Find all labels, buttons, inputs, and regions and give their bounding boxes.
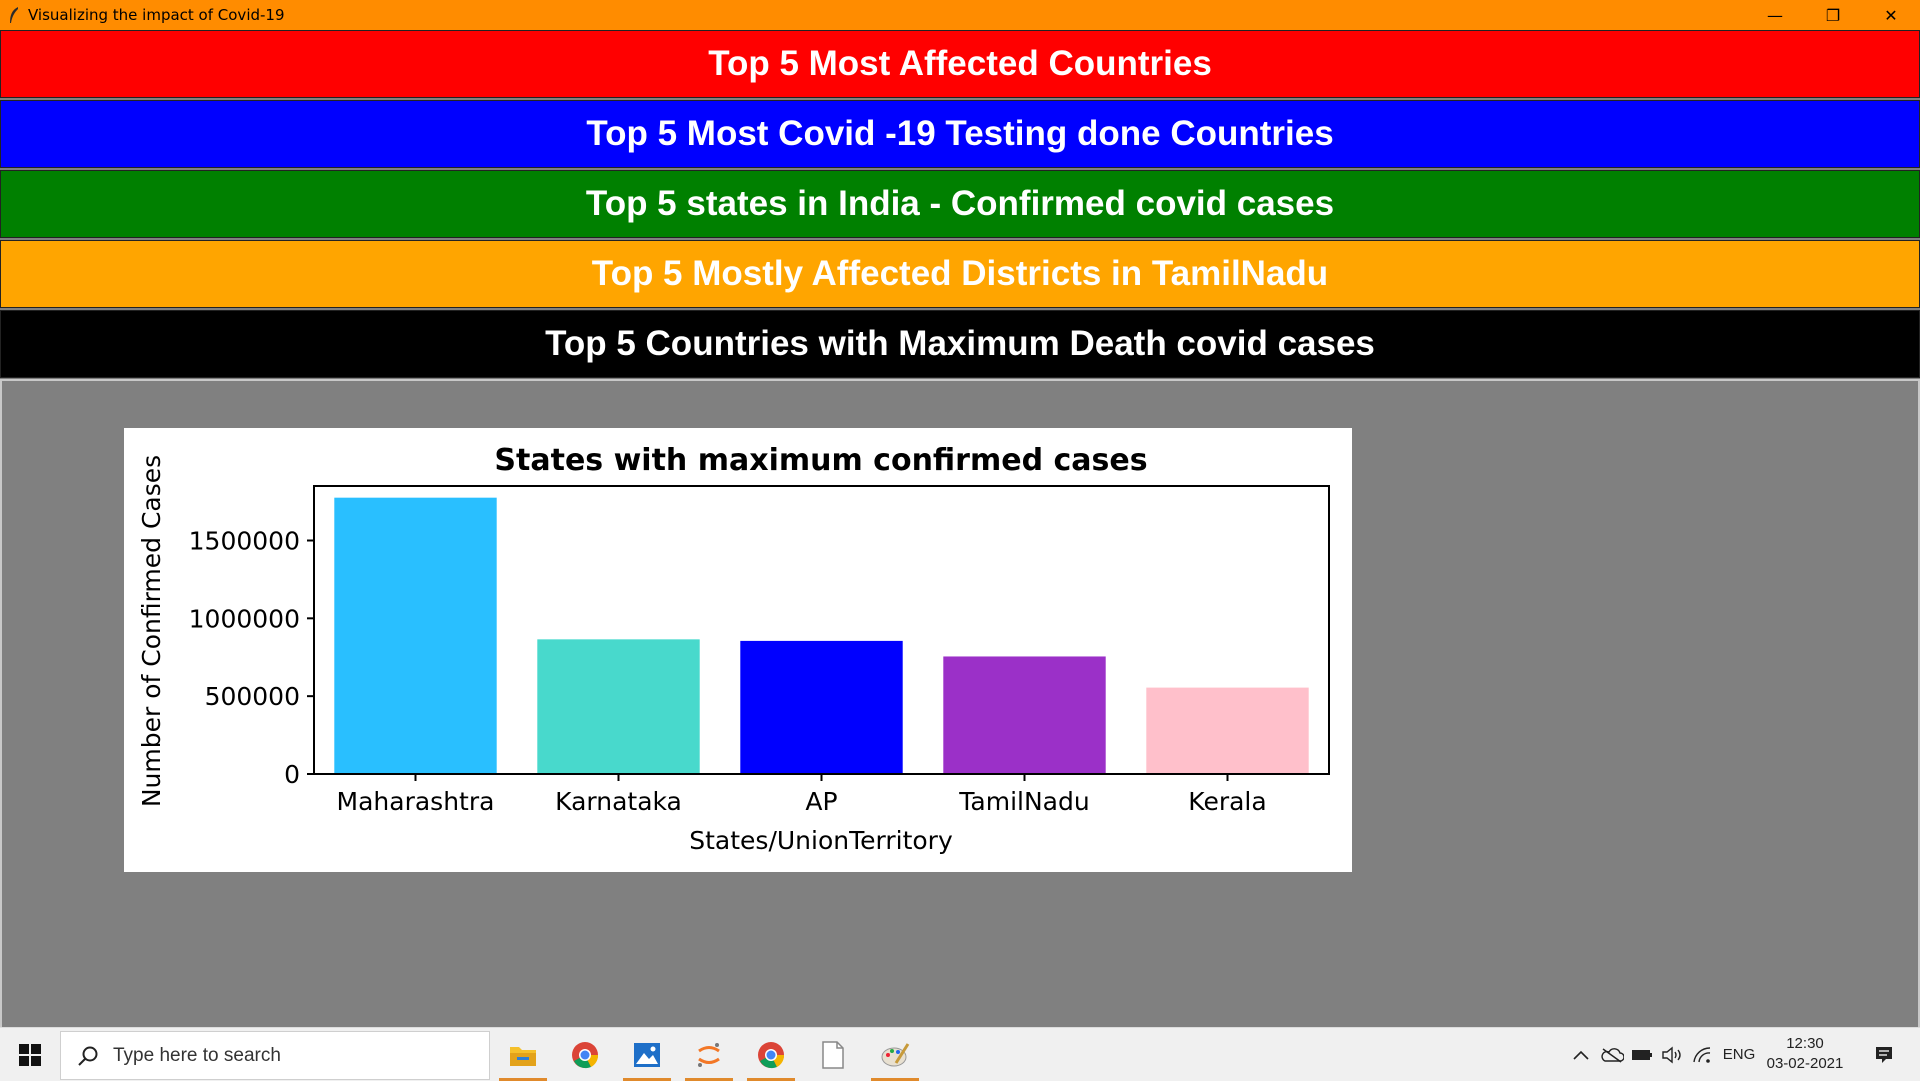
close-button[interactable]: ✕ — [1884, 5, 1898, 25]
window-controls: — ❐ ✕ — [1746, 0, 1920, 30]
bar-karnataka — [537, 639, 700, 774]
y-axis-label: Number of Confirmed Cases — [137, 455, 166, 807]
x-tick-label: Karnataka — [555, 787, 682, 816]
x-tick-label: Kerala — [1188, 787, 1266, 816]
y-tick-label: 0 — [284, 760, 300, 789]
tamilnadu-districts-button[interactable]: Top 5 Mostly Affected Districts in Tamil… — [0, 240, 1920, 308]
x-axis-label: States/UnionTerritory — [689, 826, 953, 855]
most-affected-countries-button[interactable]: Top 5 Most Affected Countries — [0, 30, 1920, 98]
start-button[interactable] — [0, 1028, 60, 1081]
most-testing-countries-button[interactable]: Top 5 Most Covid -19 Testing done Countr… — [0, 100, 1920, 168]
clock-date: 03-02-2021 — [1766, 1055, 1844, 1072]
battery-icon[interactable] — [1628, 1028, 1656, 1081]
chart-panel: States with maximum confirmed cases Numb… — [124, 428, 1352, 872]
file-explorer-icon[interactable] — [493, 1028, 553, 1081]
y-tick-label: 500000 — [205, 682, 300, 711]
paint-icon[interactable] — [865, 1028, 925, 1081]
x-tick-label: AP — [805, 787, 837, 816]
bar-maharashtra — [334, 497, 497, 774]
window-title: Visualizing the impact of Covid-19 — [28, 6, 285, 24]
feather-icon — [6, 5, 22, 25]
jupyter-icon[interactable] — [679, 1028, 739, 1081]
search-input[interactable] — [111, 1043, 475, 1068]
volume-icon[interactable] — [1658, 1028, 1686, 1081]
taskbar-clock[interactable]: 12:30 03-02-2021 — [1760, 1034, 1850, 1074]
y-tick-label: 1000000 — [189, 604, 300, 633]
bar-ap — [740, 640, 903, 774]
chevron-up-icon[interactable] — [1568, 1028, 1594, 1081]
bar-tamilnadu — [943, 656, 1106, 774]
chart-title: States with maximum confirmed cases — [494, 443, 1147, 478]
bar-chart: States with maximum confirmed cases Numb… — [137, 443, 1330, 855]
max-death-countries-button[interactable]: Top 5 Countries with Maximum Death covid… — [0, 310, 1920, 378]
india-states-confirmed-button[interactable]: Top 5 states in India - Confirmed covid … — [0, 170, 1920, 238]
photos-icon[interactable] — [617, 1028, 677, 1081]
restore-button[interactable]: ❐ — [1825, 5, 1841, 25]
y-tick-label: 1500000 — [189, 526, 300, 555]
language-indicator[interactable]: ENG — [1722, 1046, 1756, 1063]
window-title-bar[interactable]: Visualizing the impact of Covid-19 — ❐ ✕ — [0, 0, 1920, 30]
x-tick-label: TamilNadu — [958, 787, 1089, 816]
bar-kerala — [1146, 687, 1309, 774]
notifications-icon[interactable] — [1864, 1028, 1904, 1081]
minimize-button[interactable]: — — [1767, 5, 1783, 25]
clock-time: 12:30 — [1786, 1035, 1824, 1052]
search-icon — [75, 1043, 101, 1069]
notepad-icon[interactable] — [803, 1028, 863, 1081]
chrome-icon[interactable] — [741, 1028, 801, 1081]
taskbar: ENG 12:30 03-02-2021 — [0, 1027, 1920, 1081]
x-tick-label: Maharashtra — [337, 787, 495, 816]
windows-logo-icon — [19, 1043, 41, 1066]
taskbar-search[interactable] — [60, 1031, 490, 1080]
wifi-icon[interactable] — [1688, 1028, 1716, 1081]
onedrive-icon[interactable] — [1598, 1028, 1626, 1081]
chrome-icon[interactable] — [555, 1028, 615, 1081]
